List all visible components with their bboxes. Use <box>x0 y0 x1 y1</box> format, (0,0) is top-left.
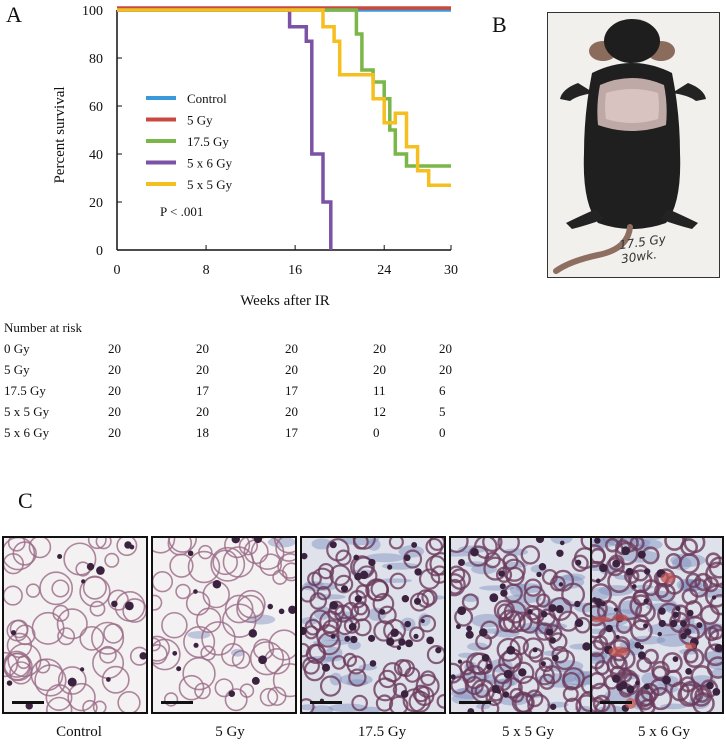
risk-cell: 6 <box>439 383 446 398</box>
risk-row-label: 0 Gy <box>4 341 30 356</box>
risk-cell: 20 <box>285 404 298 419</box>
histology-label: Control <box>56 724 102 740</box>
risk-table-row: 17.5 Gy 20 17 17 11 6 <box>0 383 470 403</box>
histology-label: 17.5 Gy <box>357 724 407 740</box>
x-tick-label: 16 <box>288 263 302 278</box>
histology-image <box>449 536 595 714</box>
chart-axes <box>116 10 451 251</box>
risk-table-row: 5 x 5 Gy 20 20 20 12 5 <box>0 404 470 424</box>
risk-cell: 18 <box>196 425 209 440</box>
histology-image <box>300 536 446 714</box>
y-tick-label: 80 <box>89 52 103 67</box>
risk-cell: 5 <box>439 404 446 419</box>
risk-table-title: Number at risk <box>4 320 82 335</box>
y-axis-label: Percent survival <box>52 86 68 183</box>
panel-label-c: C <box>18 488 33 513</box>
risk-row-label: 5 Gy <box>4 362 30 377</box>
risk-cell: 20 <box>108 383 121 398</box>
histology-image <box>151 536 297 714</box>
risk-cell: 17 <box>285 425 298 440</box>
chart-series <box>117 6 451 250</box>
scale-bar <box>161 701 193 704</box>
risk-cell: 0 <box>439 425 446 440</box>
risk-cell: 20 <box>196 341 209 356</box>
risk-cell: 20 <box>439 341 452 356</box>
risk-table-row: 5 x 6 Gy 20 18 17 0 0 <box>0 425 470 445</box>
panel-label-b: B <box>492 12 507 37</box>
y-tick-label: 40 <box>89 148 103 163</box>
mouse-photo: 17.5 Gy 30wk. <box>547 12 720 278</box>
legend-label: 5 Gy <box>187 113 213 128</box>
risk-row-label: 17.5 Gy <box>4 383 46 398</box>
risk-cell: 20 <box>439 362 452 377</box>
legend-label: Control <box>187 91 227 106</box>
risk-cell: 20 <box>108 425 121 440</box>
risk-cell: 20 <box>285 341 298 356</box>
histology-image <box>2 536 148 714</box>
series-line-5-x-6-gy <box>117 8 333 250</box>
risk-row-label: 5 x 5 Gy <box>4 404 50 419</box>
risk-table-row: 5 Gy 20 20 20 20 20 <box>0 362 470 382</box>
risk-cell: 20 <box>373 362 386 377</box>
histology-label: 5 x 5 Gy <box>501 724 555 740</box>
scale-bar <box>310 701 342 704</box>
chart-ticks: 0 8 16 24 30 0 20 40 60 80 100 <box>82 4 458 278</box>
scale-bar <box>600 701 632 704</box>
histology-image <box>590 536 724 714</box>
x-tick-label: 30 <box>444 263 458 278</box>
risk-table-row: 0 Gy 20 20 20 20 20 <box>0 341 470 361</box>
p-value-annotation: P < .001 <box>160 204 203 219</box>
scale-bar <box>459 701 491 704</box>
y-tick-label: 60 <box>89 100 103 115</box>
chart-legend: Control 5 Gy 17.5 Gy 5 x 6 Gy 5 x 5 Gy <box>146 91 233 192</box>
x-tick-label: 8 <box>203 263 210 278</box>
risk-cell: 12 <box>373 404 386 419</box>
risk-row-label: 5 x 6 Gy <box>4 425 50 440</box>
x-tick-label: 0 <box>114 263 121 278</box>
legend-label: 5 x 5 Gy <box>187 177 233 192</box>
x-axis-label: Weeks after IR <box>240 293 330 309</box>
risk-cell: 20 <box>196 362 209 377</box>
x-tick-label: 24 <box>377 263 391 278</box>
histology-label: 5 x 6 Gy <box>637 724 691 740</box>
y-tick-label: 20 <box>89 196 103 211</box>
series-line-17.5-gy <box>117 8 451 168</box>
histology-label: 5 Gy <box>215 724 245 740</box>
risk-cell: 0 <box>373 425 380 440</box>
panel-label-a: A <box>6 2 22 27</box>
risk-cell: 20 <box>108 404 121 419</box>
scale-bar <box>12 701 44 704</box>
risk-cell: 17 <box>196 383 209 398</box>
risk-cell: 11 <box>373 383 386 398</box>
risk-cell: 20 <box>285 362 298 377</box>
risk-cell: 17 <box>285 383 298 398</box>
survival-chart: 0 8 16 24 30 0 20 40 60 80 100 Control 5 Gy 17.5 Gy 5… <box>52 4 458 309</box>
y-tick-label: 100 <box>82 4 103 19</box>
risk-cell: 20 <box>373 341 386 356</box>
risk-cell: 20 <box>108 362 121 377</box>
legend-label: 17.5 Gy <box>187 134 229 149</box>
legend-label: 5 x 6 Gy <box>187 156 233 171</box>
risk-cell: 20 <box>196 404 209 419</box>
risk-cell: 20 <box>108 341 121 356</box>
y-tick-label: 0 <box>96 244 103 259</box>
series-line-5-x-5-gy <box>117 8 451 187</box>
